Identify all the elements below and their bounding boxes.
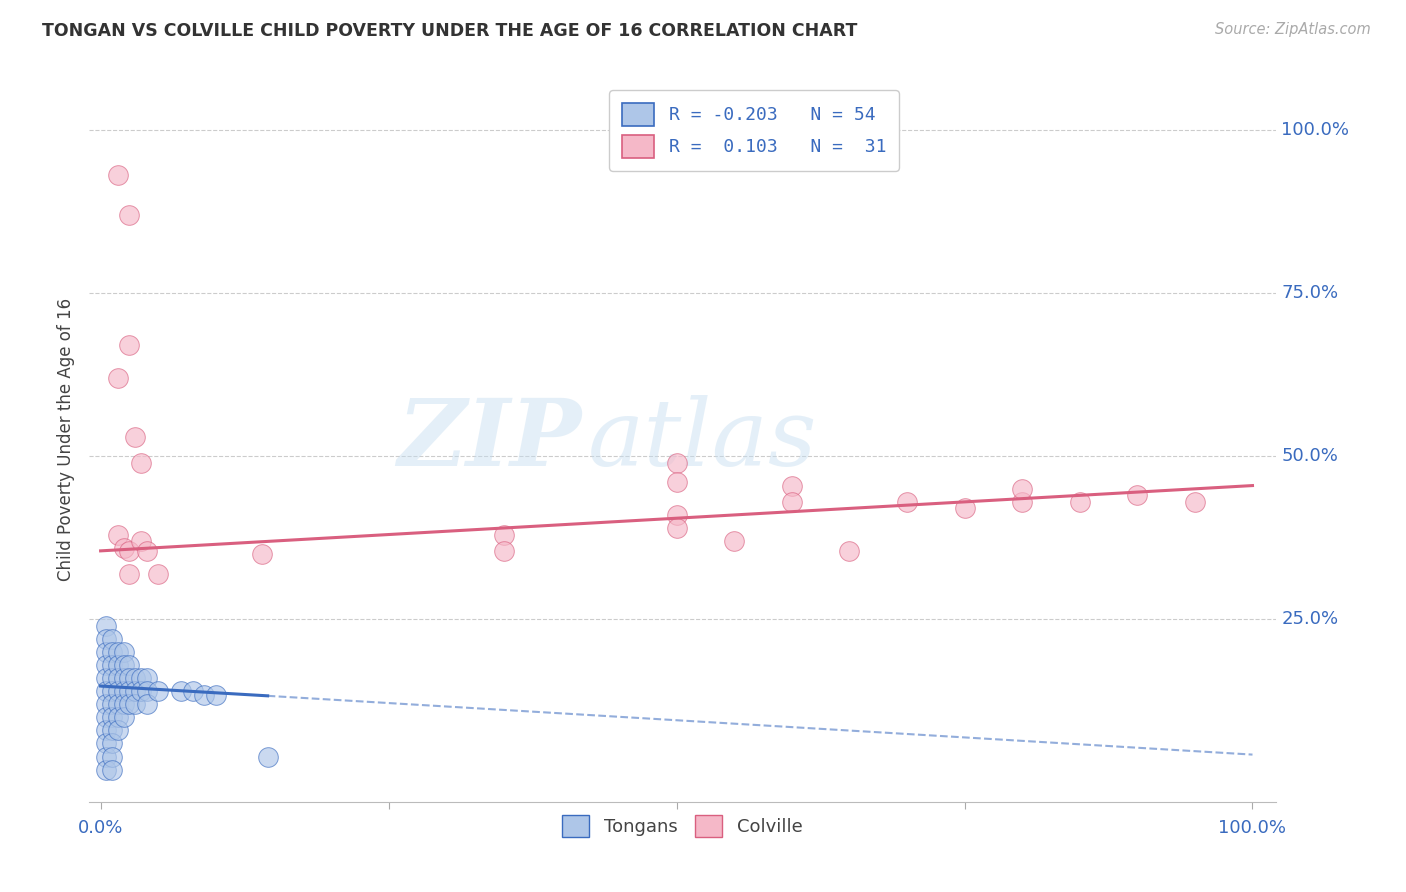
Point xyxy=(96,710,118,724)
Text: 0.0%: 0.0% xyxy=(77,819,124,837)
Point xyxy=(780,478,803,492)
Point xyxy=(124,698,146,712)
Point xyxy=(107,658,129,673)
Point xyxy=(96,684,118,698)
Point xyxy=(107,710,129,724)
Point xyxy=(118,658,141,673)
Legend: Tongans, Colville: Tongans, Colville xyxy=(555,807,810,844)
Point xyxy=(135,671,157,685)
Point xyxy=(135,684,157,698)
Point xyxy=(1011,482,1033,496)
Point xyxy=(170,684,193,698)
Point xyxy=(101,658,124,673)
Point xyxy=(96,723,118,738)
Point xyxy=(129,534,152,549)
Text: 100.0%: 100.0% xyxy=(1219,819,1286,837)
Point xyxy=(112,671,135,685)
Point xyxy=(96,749,118,764)
Point xyxy=(118,544,141,558)
Point xyxy=(101,684,124,698)
Point xyxy=(118,566,141,581)
Point xyxy=(107,684,129,698)
Point xyxy=(107,371,129,385)
Point xyxy=(118,338,141,352)
Point xyxy=(101,737,124,751)
Point xyxy=(665,508,688,522)
Point xyxy=(665,475,688,490)
Point xyxy=(112,698,135,712)
Point xyxy=(101,698,124,712)
Text: 100.0%: 100.0% xyxy=(1281,120,1350,138)
Point xyxy=(723,534,745,549)
Point xyxy=(665,456,688,470)
Text: TONGAN VS COLVILLE CHILD POVERTY UNDER THE AGE OF 16 CORRELATION CHART: TONGAN VS COLVILLE CHILD POVERTY UNDER T… xyxy=(42,22,858,40)
Point xyxy=(780,495,803,509)
Point xyxy=(112,658,135,673)
Point xyxy=(118,698,141,712)
Point xyxy=(1184,495,1206,509)
Point xyxy=(96,698,118,712)
Point xyxy=(1011,495,1033,509)
Point xyxy=(96,632,118,646)
Point xyxy=(148,684,170,698)
Point xyxy=(112,710,135,724)
Point xyxy=(107,169,129,183)
Point xyxy=(204,688,226,702)
Point xyxy=(129,456,152,470)
Point xyxy=(665,521,688,535)
Point xyxy=(107,723,129,738)
Point xyxy=(96,645,118,659)
Point xyxy=(112,684,135,698)
Point xyxy=(112,645,135,659)
Point xyxy=(492,527,515,541)
Point xyxy=(181,684,204,698)
Point xyxy=(96,658,118,673)
Point xyxy=(135,544,157,558)
Point xyxy=(118,208,141,222)
Text: atlas: atlas xyxy=(588,395,817,485)
Point xyxy=(107,527,129,541)
Point xyxy=(1069,495,1091,509)
Point xyxy=(112,541,135,555)
Point xyxy=(838,544,860,558)
Y-axis label: Child Poverty Under the Age of 16: Child Poverty Under the Age of 16 xyxy=(58,298,75,582)
Point xyxy=(193,688,215,702)
Point xyxy=(101,749,124,764)
Point xyxy=(107,645,129,659)
Point xyxy=(96,737,118,751)
Point xyxy=(124,429,146,443)
Point xyxy=(118,684,141,698)
Point xyxy=(96,763,118,777)
Point xyxy=(101,671,124,685)
Point xyxy=(250,547,273,561)
Text: ZIP: ZIP xyxy=(398,395,582,485)
Point xyxy=(107,671,129,685)
Point xyxy=(118,671,141,685)
Point xyxy=(101,645,124,659)
Point xyxy=(896,495,918,509)
Point xyxy=(96,619,118,633)
Point xyxy=(101,632,124,646)
Text: 25.0%: 25.0% xyxy=(1281,610,1339,629)
Text: 50.0%: 50.0% xyxy=(1281,447,1339,466)
Text: 75.0%: 75.0% xyxy=(1281,284,1339,301)
Point xyxy=(135,698,157,712)
Point xyxy=(129,684,152,698)
Point xyxy=(1126,488,1149,502)
Text: Source: ZipAtlas.com: Source: ZipAtlas.com xyxy=(1215,22,1371,37)
Point xyxy=(129,671,152,685)
Point xyxy=(96,671,118,685)
Point xyxy=(101,723,124,738)
Point xyxy=(124,671,146,685)
Point xyxy=(148,566,170,581)
Point xyxy=(124,684,146,698)
Point xyxy=(101,763,124,777)
Point xyxy=(101,710,124,724)
Point xyxy=(107,698,129,712)
Point xyxy=(492,544,515,558)
Point xyxy=(256,749,278,764)
Point xyxy=(953,501,976,516)
